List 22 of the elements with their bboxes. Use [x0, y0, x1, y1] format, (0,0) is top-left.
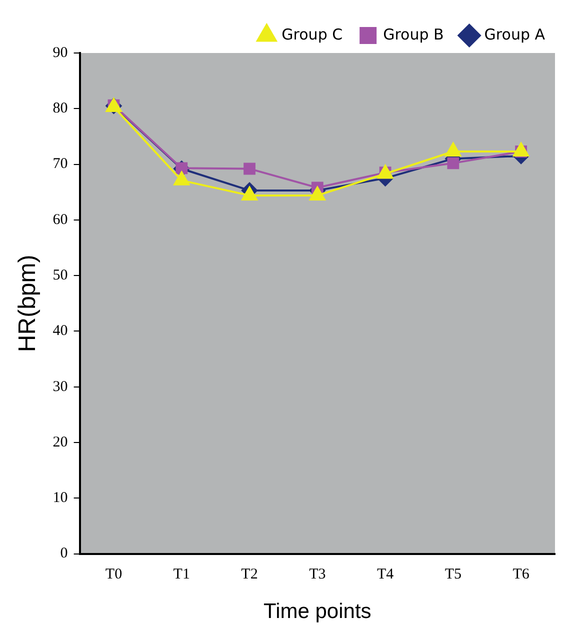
legend-label: Group B [383, 25, 444, 44]
x-tick-label: T5 [444, 566, 462, 583]
y-tick-label: 70 [52, 156, 68, 172]
y-tick-label: 10 [52, 490, 68, 506]
y-tick-label: 40 [52, 323, 68, 340]
y-tick-label: 30 [52, 378, 68, 395]
y-tick-label: 20 [52, 434, 68, 450]
x-axis-title: Time points [264, 600, 372, 624]
x-tick-label: T6 [512, 566, 530, 583]
legend-label: Group A [484, 25, 546, 44]
y-tick-label: 60 [52, 212, 68, 228]
x-tick-label: T2 [241, 566, 258, 583]
y-tick-label: 90 [52, 44, 68, 61]
x-tick-label: T0 [105, 566, 122, 583]
y-tick-label: 80 [52, 100, 68, 117]
x-tick-label: T3 [309, 566, 326, 583]
y-tick-label: 0 [60, 546, 68, 562]
legend-label: Group C [282, 25, 343, 44]
x-tick-label: T1 [173, 566, 190, 583]
x-tick-label: T4 [376, 566, 394, 583]
y-tick-label: 50 [52, 268, 68, 284]
y-axis-title: HR(bpm) [14, 254, 42, 352]
